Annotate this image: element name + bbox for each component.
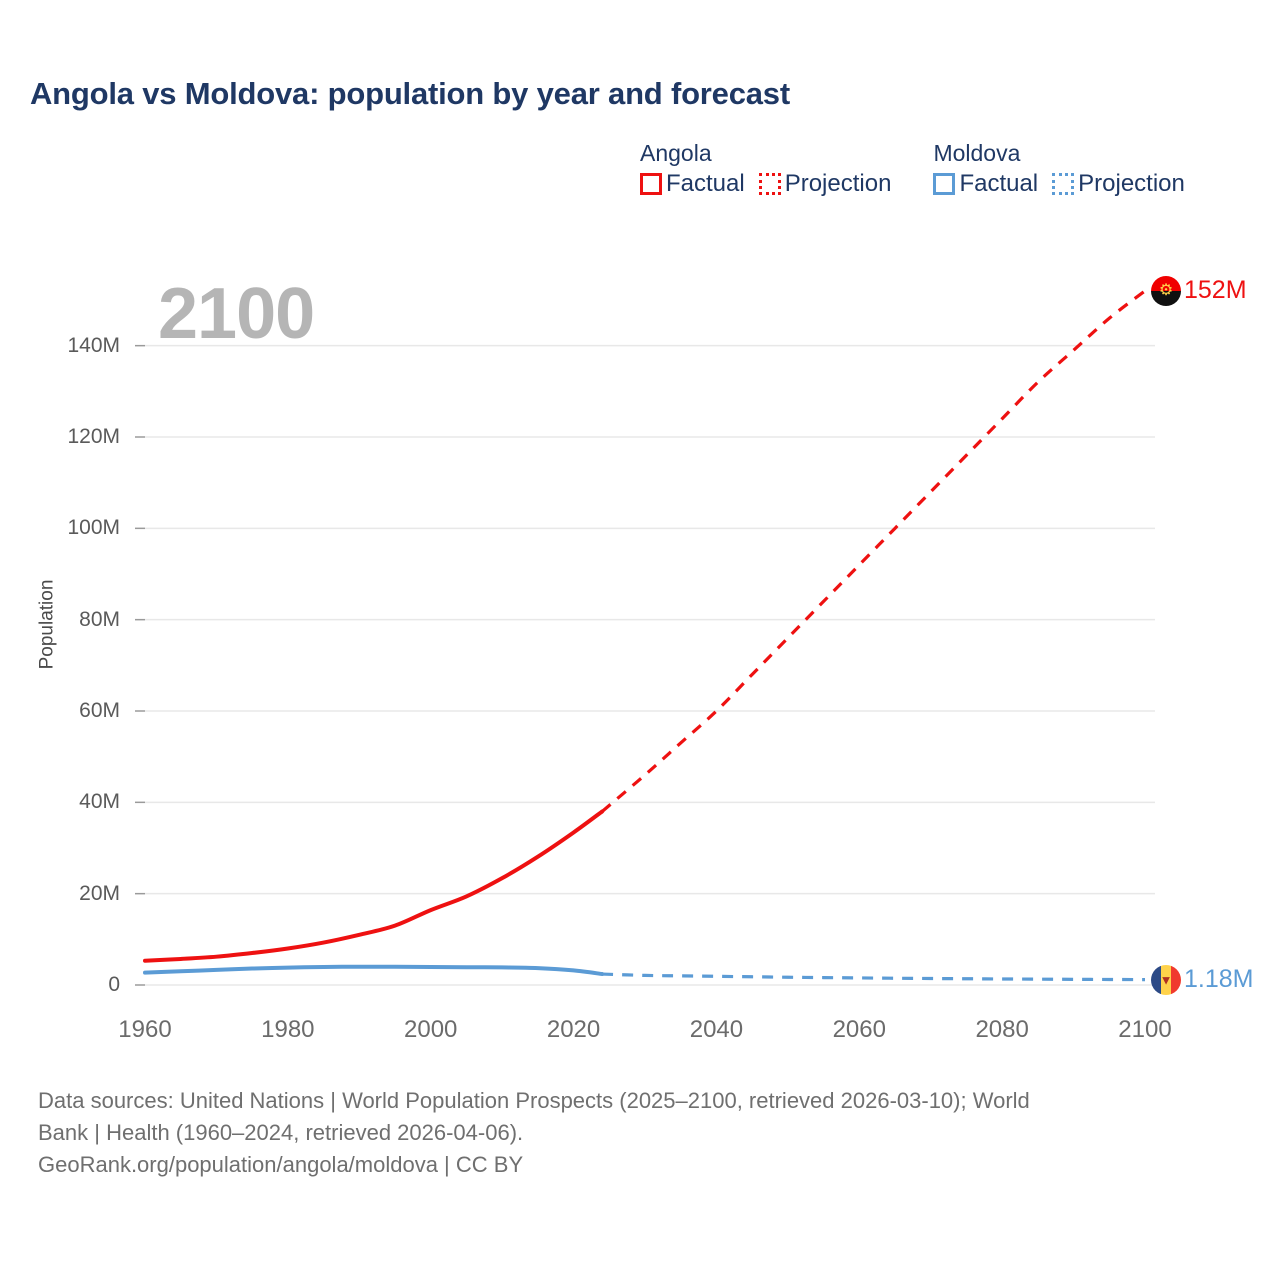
x-tick-label: 2040 [689, 1016, 744, 1043]
y-tick-label: 120M [67, 425, 120, 448]
footer-line-1: Data sources: United Nations | World Pop… [38, 1088, 1030, 1113]
x-tick-label: 2060 [832, 1016, 886, 1043]
y-tick-label: 0 [108, 973, 120, 996]
legend-item-angola-projection[interactable]: Projection [758, 170, 892, 197]
angola-endpoint[interactable]: ⚙ 152M [1151, 275, 1247, 306]
y-tick-label: 140M [67, 333, 120, 357]
legend-group-angola: Angola Factual Projection [640, 142, 891, 196]
angola-flag-icon: ⚙ [1151, 275, 1181, 306]
angola-flag-emblem-icon: ⚙ [1158, 281, 1174, 299]
footer-line-3: GeoRank.org/population/angola/moldova | … [38, 1151, 524, 1177]
x-tick-label: 2100 [1118, 1016, 1172, 1043]
chart-svg [135, 289, 1155, 986]
y-tick-label: 60M [79, 699, 120, 722]
legend-item-moldova-projection[interactable]: Projection [1052, 172, 1185, 196]
footer-line-2: Bank | Health (1960–2024, retrieved 2026… [38, 1119, 524, 1145]
y-tick-label: 100M [67, 516, 120, 540]
series-line-projection-moldova [602, 972, 1146, 982]
chart-series-paths [143, 289, 1146, 982]
chart-footer: Data sources: United Nations | World Pop… [38, 1085, 1253, 1181]
chart-y-tick-marks [135, 344, 145, 986]
y-tick-label: 40M [79, 790, 120, 814]
legend-group-title-angola: Angola [640, 140, 712, 166]
chart-gridlines [145, 344, 1155, 986]
legend-label-moldova-projection: Projection [1078, 170, 1185, 197]
legend-swatch-moldova-factual [933, 173, 956, 195]
legend-swatch-moldova-projection [1052, 173, 1075, 195]
legend-swatch-angola-projection [758, 173, 781, 195]
legend-label-angola-projection: Projection [784, 170, 892, 197]
series-line-factual-moldova [143, 964, 605, 977]
legend-group-title-moldova: Moldova [933, 140, 1021, 166]
x-tick-label: 1960 [118, 1016, 172, 1043]
y-tick-label: 20M [79, 881, 120, 905]
x-tick-label: 1980 [261, 1016, 315, 1043]
legend-swatch-angola-factual [640, 173, 662, 195]
chart-legend: Angola Factual Projection Moldova Factua… [640, 142, 1185, 196]
legend-group-moldova: Moldova Factual Projection [933, 140, 1185, 196]
page-title: Angola vs Moldova: population by year an… [30, 76, 790, 111]
moldova-endpoint-value: 1.18M [1184, 965, 1254, 994]
legend-label-moldova-factual: Factual [959, 170, 1039, 197]
chart-plot-area: 2100 Population 0 20M 40M 60M 80M 100M 120M 140… [37, 274, 1254, 1043]
moldova-flag-icon: ▼ [1151, 964, 1181, 995]
year-watermark: 2100 [158, 274, 315, 354]
legend-item-angola-factual[interactable]: Factual [640, 172, 745, 196]
x-tick-label: 2080 [975, 1016, 1029, 1043]
y-tick-label: 80M [79, 607, 120, 631]
series-line-projection-angola [601, 289, 1146, 813]
legend-label-angola-factual: Factual [666, 170, 745, 197]
angola-endpoint-value: 152M [1184, 276, 1247, 305]
x-tick-label: 2000 [404, 1016, 458, 1043]
x-tick-label: 2020 [546, 1016, 601, 1043]
series-line-factual-angola [143, 809, 605, 963]
legend-item-moldova-factual[interactable]: Factual [933, 172, 1038, 196]
moldova-endpoint[interactable]: ▼ 1.18M [1151, 964, 1254, 995]
moldova-flag-emblem-icon: ▼ [1159, 972, 1173, 988]
